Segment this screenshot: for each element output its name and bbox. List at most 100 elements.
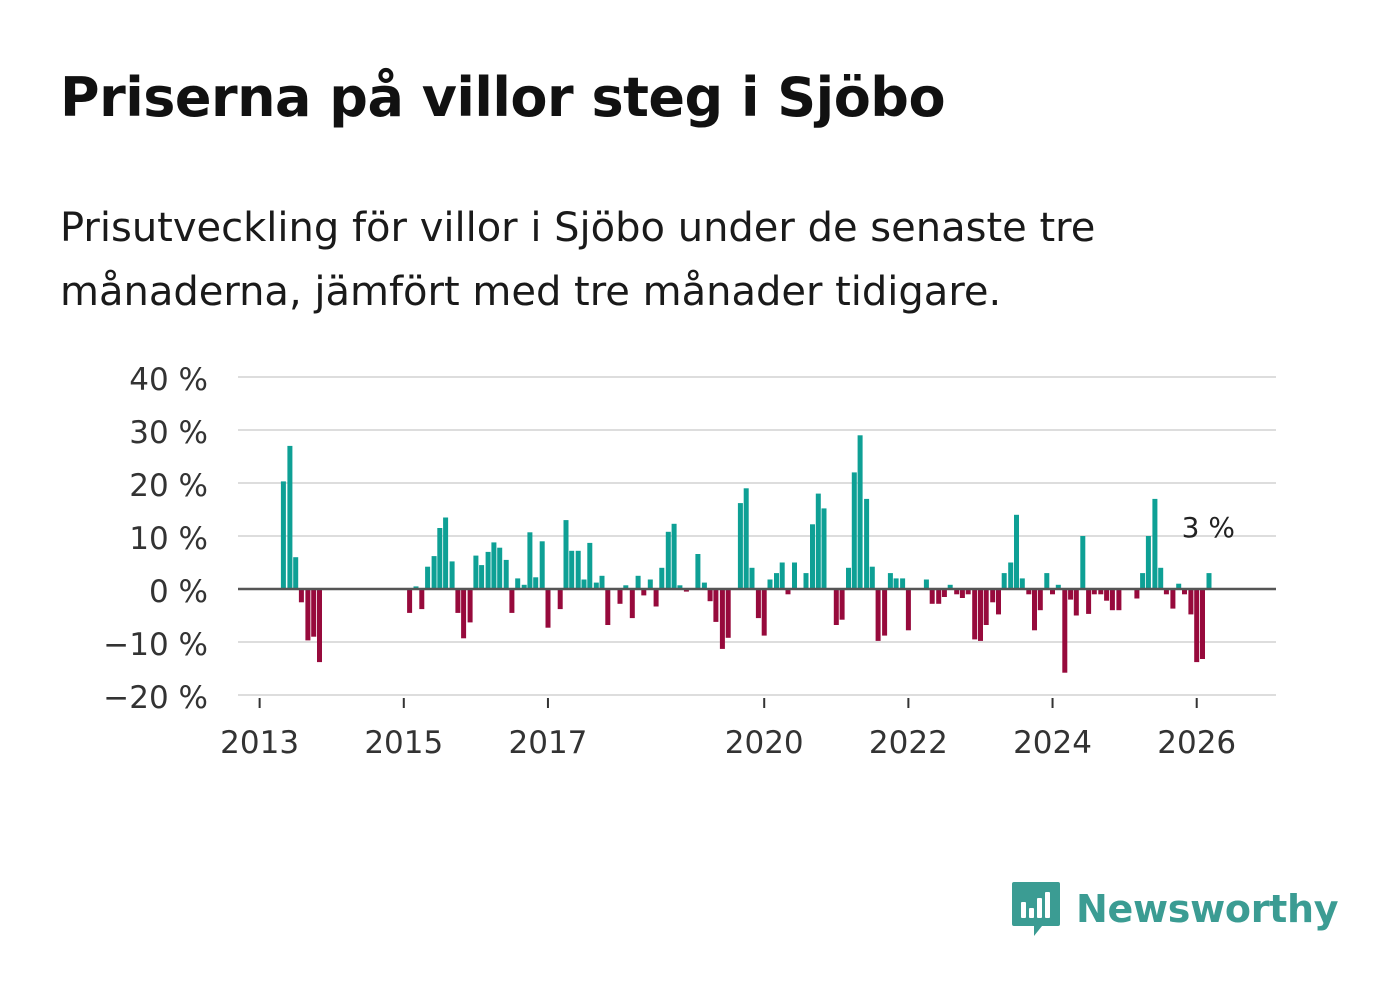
y-tick-label: 0 % — [149, 574, 208, 610]
x-tick-label: 2015 — [364, 725, 443, 761]
bar — [851, 472, 857, 589]
bar — [287, 445, 293, 589]
bar — [923, 579, 929, 589]
bar — [695, 554, 701, 589]
bar — [959, 589, 965, 598]
y-tick-label: −10 % — [103, 627, 208, 663]
bar — [425, 566, 431, 589]
bar — [407, 589, 413, 613]
newsworthy-chart-bubble-icon — [1012, 882, 1060, 936]
bar — [569, 550, 575, 589]
bar — [779, 562, 785, 589]
bar — [521, 584, 527, 589]
bar — [599, 575, 605, 590]
bar — [437, 528, 443, 589]
bar — [455, 589, 461, 613]
bar — [900, 578, 906, 589]
bar — [509, 589, 515, 613]
last-value-label: 3 % — [1182, 511, 1235, 544]
bar — [1140, 573, 1146, 589]
y-tick-label: 10 % — [129, 521, 208, 557]
bar — [683, 589, 689, 592]
newsworthy-logo: Newsworthy — [1010, 880, 1339, 938]
bar — [1037, 589, 1043, 611]
y-tick-label: 30 % — [129, 415, 208, 451]
bar — [1152, 498, 1158, 589]
bar — [875, 589, 881, 641]
bar — [1145, 536, 1151, 589]
bar — [774, 573, 779, 589]
bar — [743, 488, 749, 589]
bar — [936, 589, 942, 604]
bar — [1050, 589, 1055, 595]
bar — [929, 589, 935, 604]
bars — [280, 435, 1212, 673]
bar — [533, 577, 539, 589]
bar — [659, 567, 665, 589]
bar — [575, 550, 581, 589]
bar — [996, 589, 1001, 615]
bar — [280, 481, 286, 589]
bar — [653, 589, 659, 607]
bar — [815, 493, 821, 589]
bar — [629, 589, 635, 619]
brand-name: Newsworthy — [1076, 887, 1339, 931]
bar — [1091, 589, 1097, 595]
bar — [581, 579, 587, 589]
bar — [665, 531, 671, 589]
bar — [905, 589, 911, 631]
x-tick-label: 2024 — [1013, 725, 1092, 761]
bar — [1062, 589, 1068, 673]
bar — [869, 566, 875, 589]
bar — [593, 582, 599, 589]
bar — [647, 579, 653, 589]
bar — [305, 589, 311, 641]
bar — [1116, 589, 1122, 611]
bar — [467, 589, 473, 623]
bar — [839, 589, 845, 620]
bar — [978, 589, 983, 641]
bar — [1104, 589, 1110, 601]
bar — [1109, 589, 1115, 611]
bar — [803, 573, 809, 589]
bar — [810, 524, 815, 589]
bar — [473, 555, 479, 589]
bar — [587, 542, 593, 589]
bar — [947, 584, 953, 589]
bar — [737, 503, 743, 589]
bar — [972, 589, 978, 640]
bar — [413, 586, 419, 589]
bar — [1200, 589, 1205, 659]
bar — [887, 573, 893, 589]
bar — [821, 508, 827, 589]
bar — [431, 556, 437, 589]
y-tick-label: 20 % — [129, 468, 208, 504]
bar — [491, 542, 497, 589]
bar — [755, 589, 761, 619]
bar — [1188, 589, 1194, 615]
bar — [617, 589, 623, 604]
bar — [461, 589, 467, 639]
bar — [485, 551, 491, 589]
bar — [701, 582, 707, 589]
bar — [635, 575, 641, 590]
x-tick-label: 2013 — [220, 725, 299, 761]
x-axis: 2013 2015 2017 2020 2022 2024 2026 — [220, 698, 1236, 761]
bar — [677, 585, 683, 589]
bar — [1086, 589, 1092, 614]
bar — [1176, 583, 1182, 589]
bar — [623, 585, 629, 589]
bar — [725, 589, 731, 638]
x-tick-label: 2022 — [869, 725, 948, 761]
bar — [449, 561, 455, 589]
bar — [983, 589, 989, 625]
bar — [311, 589, 317, 637]
bar — [1001, 573, 1007, 589]
bar — [1055, 584, 1061, 589]
x-tick-label: 2026 — [1157, 725, 1236, 761]
bar — [1014, 514, 1019, 589]
bar — [1032, 589, 1037, 631]
bar — [833, 589, 839, 625]
bar — [539, 541, 545, 589]
bar — [1073, 589, 1079, 616]
